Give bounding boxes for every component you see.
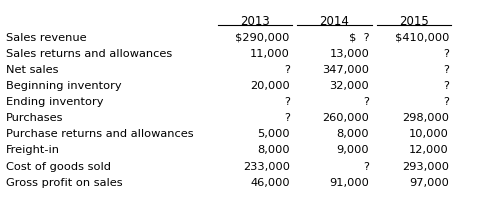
Text: ?: ? bbox=[284, 65, 290, 75]
Text: 8,000: 8,000 bbox=[336, 129, 370, 139]
Text: Purchases: Purchases bbox=[6, 113, 64, 123]
Text: 97,000: 97,000 bbox=[409, 178, 449, 188]
Text: 32,000: 32,000 bbox=[330, 81, 370, 91]
Text: ?: ? bbox=[284, 113, 290, 123]
Text: 293,000: 293,000 bbox=[402, 162, 449, 172]
Text: 298,000: 298,000 bbox=[402, 113, 449, 123]
Text: ?: ? bbox=[443, 97, 449, 107]
Text: Freight-in: Freight-in bbox=[6, 145, 60, 155]
Text: 13,000: 13,000 bbox=[330, 49, 370, 59]
Text: 9,000: 9,000 bbox=[336, 145, 370, 155]
Text: 8,000: 8,000 bbox=[257, 145, 290, 155]
Text: Ending inventory: Ending inventory bbox=[6, 97, 104, 107]
Text: Sales returns and allowances: Sales returns and allowances bbox=[6, 49, 172, 59]
Text: 2015: 2015 bbox=[399, 15, 429, 28]
Text: ?: ? bbox=[364, 162, 370, 172]
Text: 10,000: 10,000 bbox=[409, 129, 449, 139]
Text: Sales revenue: Sales revenue bbox=[6, 33, 87, 43]
Text: 2013: 2013 bbox=[240, 15, 270, 28]
Text: 46,000: 46,000 bbox=[250, 178, 290, 188]
Text: Purchase returns and allowances: Purchase returns and allowances bbox=[6, 129, 194, 139]
Text: $290,000: $290,000 bbox=[236, 33, 290, 43]
Text: ?: ? bbox=[443, 49, 449, 59]
Text: 260,000: 260,000 bbox=[322, 113, 370, 123]
Text: Cost of goods sold: Cost of goods sold bbox=[6, 162, 112, 172]
Text: Net sales: Net sales bbox=[6, 65, 59, 75]
Text: 233,000: 233,000 bbox=[243, 162, 290, 172]
Text: 20,000: 20,000 bbox=[250, 81, 290, 91]
Text: ?: ? bbox=[284, 97, 290, 107]
Text: 5,000: 5,000 bbox=[257, 129, 290, 139]
Text: Beginning inventory: Beginning inventory bbox=[6, 81, 122, 91]
Text: 91,000: 91,000 bbox=[330, 178, 370, 188]
Text: $410,000: $410,000 bbox=[394, 33, 449, 43]
Text: $  ?: $ ? bbox=[348, 33, 370, 43]
Text: ?: ? bbox=[443, 65, 449, 75]
Text: 12,000: 12,000 bbox=[409, 145, 449, 155]
Text: ?: ? bbox=[364, 97, 370, 107]
Text: 2014: 2014 bbox=[320, 15, 350, 28]
Text: ?: ? bbox=[443, 81, 449, 91]
Text: 11,000: 11,000 bbox=[250, 49, 290, 59]
Text: 347,000: 347,000 bbox=[322, 65, 370, 75]
Text: Gross profit on sales: Gross profit on sales bbox=[6, 178, 123, 188]
